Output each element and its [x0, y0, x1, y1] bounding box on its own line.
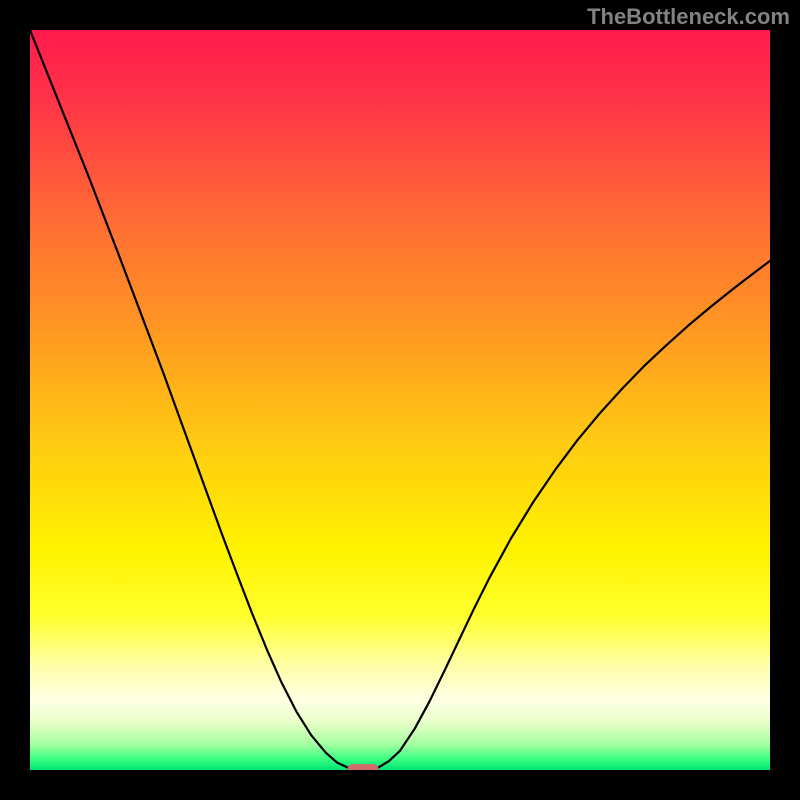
gradient-background — [30, 30, 770, 770]
watermark-label: TheBottleneck.com — [587, 4, 790, 30]
plot-svg — [30, 30, 770, 770]
chart-container: TheBottleneck.com — [0, 0, 800, 800]
minimum-marker — [347, 764, 378, 770]
plot-area — [30, 30, 770, 770]
